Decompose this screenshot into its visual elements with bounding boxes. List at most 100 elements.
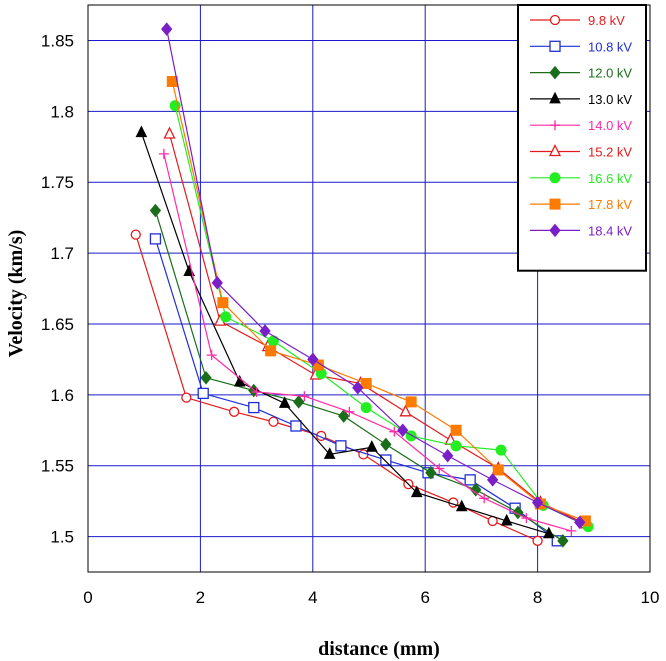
data-point <box>293 395 305 409</box>
legend-label: 12.0 kV <box>588 66 632 81</box>
series-13-0-kv <box>135 125 555 539</box>
x-tick-label: 10 <box>641 588 660 607</box>
legend-marker <box>549 172 561 184</box>
data-point <box>492 464 504 476</box>
x-tick-label: 0 <box>83 588 92 607</box>
x-axis-title: distance (mm) <box>318 638 440 660</box>
legend-item: 15.2 kV <box>530 144 632 160</box>
y-tick-label: 1.8 <box>50 102 74 121</box>
data-point <box>464 474 476 486</box>
legend-label: 17.8 kV <box>588 197 632 212</box>
legend-label: 15.2 kV <box>588 145 632 160</box>
series-14-0-kv <box>158 148 577 536</box>
legend-item: 14.0 kV <box>530 118 632 133</box>
x-tick-label: 4 <box>308 588 317 607</box>
data-point <box>248 401 260 414</box>
data-point <box>479 493 490 504</box>
y-tick-label: 1.7 <box>50 244 74 263</box>
series-line <box>166 28 581 523</box>
data-point <box>531 495 544 510</box>
legend: 9.8 kV 10.8 kV 12.0 kV 13.0 kV 14.0 kV 15.2 k… <box>517 4 647 272</box>
data-point <box>217 297 229 309</box>
data-point <box>181 392 192 403</box>
y-tick-label: 1.6 <box>50 386 74 405</box>
data-point <box>338 409 350 423</box>
data-point <box>130 229 141 240</box>
legend-label: 16.6 kV <box>588 171 632 186</box>
data-point <box>380 437 392 452</box>
legend-marker <box>548 144 562 157</box>
series-line <box>163 153 572 532</box>
legend-marker <box>549 14 561 26</box>
data-point <box>233 374 246 387</box>
y-tick-label: 1.5 <box>50 528 74 547</box>
data-point <box>228 406 240 417</box>
legend-label: 18.4 kV <box>588 223 632 238</box>
legend-marker <box>549 65 561 80</box>
legend-marker <box>549 223 561 238</box>
series-17-8-kv <box>166 76 591 527</box>
data-point <box>323 447 336 459</box>
legend-label: 10.8 kV <box>588 39 632 54</box>
legend-item: 16.6 kV <box>530 171 632 186</box>
data-point <box>495 444 507 456</box>
data-point <box>543 526 555 539</box>
data-point <box>251 386 262 397</box>
data-point <box>360 402 372 414</box>
data-point <box>521 513 532 524</box>
data-point <box>290 420 302 432</box>
data-point <box>259 324 271 338</box>
tick-labels: 0 2 4 6 8 10 1.5 1.55 1.6 1.65 1.7 1.75 1.8 1.85 <box>41 31 660 607</box>
series-line <box>168 133 586 525</box>
data-point <box>220 311 232 323</box>
legend-item: 18.4 kV <box>530 223 632 238</box>
legend-label: 9.8 kV <box>588 13 625 28</box>
data-point <box>366 440 378 452</box>
data-point <box>352 380 364 395</box>
data-point <box>405 396 417 408</box>
data-point <box>335 440 347 452</box>
legend-item: 13.0 kV <box>530 91 632 107</box>
series-line <box>140 132 550 535</box>
data-point <box>450 424 462 436</box>
data-point <box>158 148 169 159</box>
data-point <box>434 463 445 474</box>
data-point <box>299 391 310 402</box>
legend-marker <box>549 40 561 52</box>
legend-item: 12.0 kV <box>530 66 632 81</box>
legend-label: 13.0 kV <box>588 92 632 107</box>
y-tick-label: 1.85 <box>41 31 74 50</box>
data-point <box>149 203 162 218</box>
series-layer <box>130 22 594 548</box>
legend-marker <box>550 120 560 131</box>
plot-border <box>87 4 651 573</box>
data-point <box>500 513 513 526</box>
y-axis-title: Velocity (km/s) <box>5 230 27 358</box>
data-point <box>161 22 173 36</box>
series-line <box>154 238 558 542</box>
data-point <box>442 448 454 463</box>
data-point <box>135 125 148 138</box>
legend-item: 17.8 kV <box>530 197 632 212</box>
data-point <box>211 276 223 290</box>
data-point <box>470 483 482 497</box>
data-point <box>380 454 392 466</box>
data-point <box>574 515 586 530</box>
legend-marker <box>549 91 561 104</box>
series-18-4-kv <box>161 22 586 530</box>
data-point <box>268 416 279 427</box>
data-point <box>397 423 409 438</box>
data-point <box>455 499 468 512</box>
legend-item: 9.8 kV <box>530 13 625 28</box>
x-tick-label: 8 <box>533 588 542 607</box>
data-point <box>450 440 462 452</box>
data-point <box>278 396 291 408</box>
data-point <box>307 352 319 367</box>
y-tick-label: 1.65 <box>41 315 74 334</box>
data-point <box>360 377 372 389</box>
x-tick-label: 2 <box>196 588 205 607</box>
y-tick-label: 1.55 <box>41 457 74 476</box>
data-point <box>486 473 499 487</box>
data-point <box>557 534 569 548</box>
data-point <box>399 404 412 417</box>
